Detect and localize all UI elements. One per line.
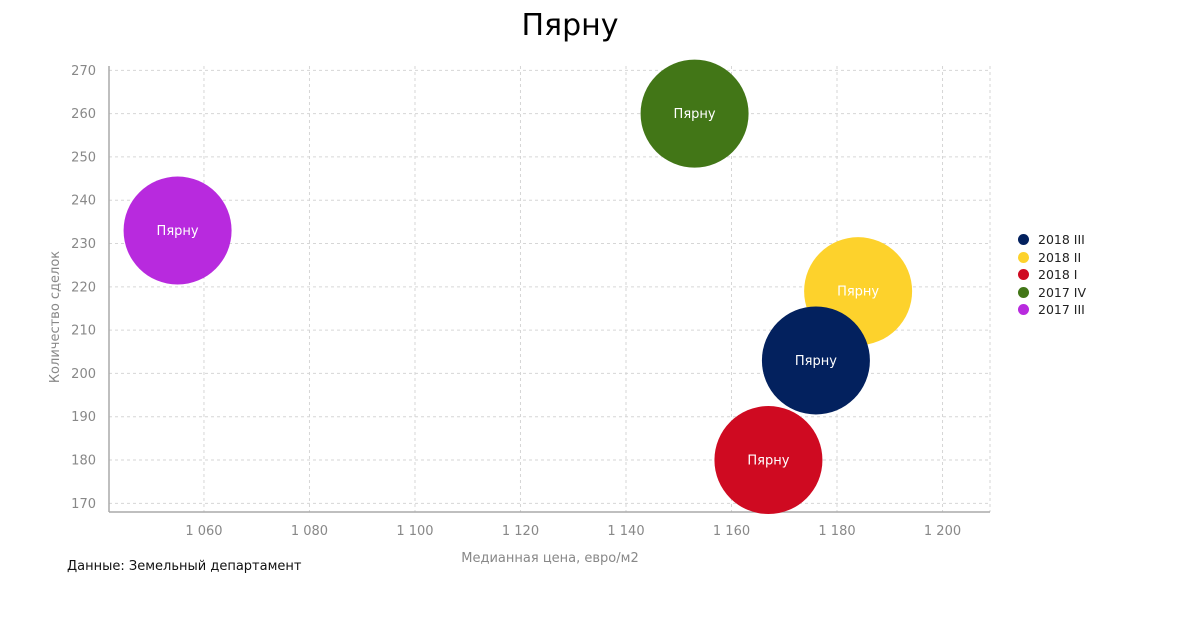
- y-tick-label: 220: [71, 280, 96, 295]
- bubble: [640, 59, 749, 168]
- x-tick-label: 1 140: [607, 524, 644, 539]
- y-tick-label: 210: [71, 324, 96, 339]
- bubble-label: Пярну: [674, 107, 716, 122]
- y-tick-label: 200: [71, 367, 96, 382]
- x-tick-label: 1 180: [818, 524, 855, 539]
- y-tick-label: 260: [71, 107, 96, 122]
- bubble: [761, 306, 870, 415]
- x-tick-label: 1 200: [924, 524, 961, 539]
- x-tick-label: 1 060: [185, 524, 222, 539]
- legend-item: 2018 III: [1018, 231, 1086, 249]
- legend-label: 2018 II: [1038, 249, 1082, 265]
- legend-item: 2018 II: [1018, 249, 1086, 267]
- y-tick-label: 250: [71, 150, 96, 165]
- legend-swatch: [1018, 269, 1029, 281]
- x-tick-label: 1 160: [713, 524, 750, 539]
- legend-item: 2017 IV: [1018, 284, 1086, 302]
- y-tick-label: 230: [71, 237, 96, 252]
- legend-swatch: [1018, 251, 1029, 263]
- y-tick-label: 190: [71, 410, 96, 425]
- y-tick-label: 240: [71, 194, 96, 209]
- y-axis-label: Количество сделок: [48, 251, 63, 383]
- legend-label: 2017 IV: [1038, 284, 1087, 300]
- tick-labels: 170 180 190 200 210 220 230 240 250 260 270 1 060 1 …: [71, 64, 961, 539]
- bubble: [714, 406, 823, 515]
- bubble-label: Пярну: [157, 224, 199, 239]
- bubbles: Пярну Пярну Пярну Пярну Пярну: [123, 59, 913, 515]
- legend-label: 2017 III: [1038, 302, 1085, 318]
- legend-item: 2017 III: [1018, 301, 1086, 319]
- bubble-label: Пярну: [747, 454, 789, 469]
- legend-label: 2018 I: [1038, 267, 1078, 283]
- legend-label: 2018 III: [1038, 232, 1085, 248]
- y-tick-label: 180: [71, 454, 96, 469]
- y-tick-label: 270: [71, 64, 96, 79]
- legend-item: 2018 I: [1018, 266, 1086, 284]
- legend-swatch: [1018, 304, 1029, 316]
- x-tick-label: 1 100: [396, 524, 433, 539]
- x-axis-label: Медианная цена, евро/м2: [461, 551, 638, 566]
- bubble: [123, 176, 232, 285]
- data-source-note: Данные: Земельный департамент: [67, 559, 302, 574]
- y-tick-label: 170: [71, 497, 96, 512]
- chart-title: Пярну: [521, 8, 619, 43]
- x-tick-label: 1 120: [502, 524, 539, 539]
- bubble-label: Пярну: [837, 285, 879, 300]
- bubble-label: Пярну: [795, 354, 837, 369]
- legend-swatch: [1018, 234, 1029, 246]
- x-tick-label: 1 080: [291, 524, 328, 539]
- legend-swatch: [1018, 286, 1029, 298]
- legend: 2018 III 2018 II 2018 I 2017 IV 2017 III: [1018, 231, 1086, 319]
- axes: [108, 66, 990, 513]
